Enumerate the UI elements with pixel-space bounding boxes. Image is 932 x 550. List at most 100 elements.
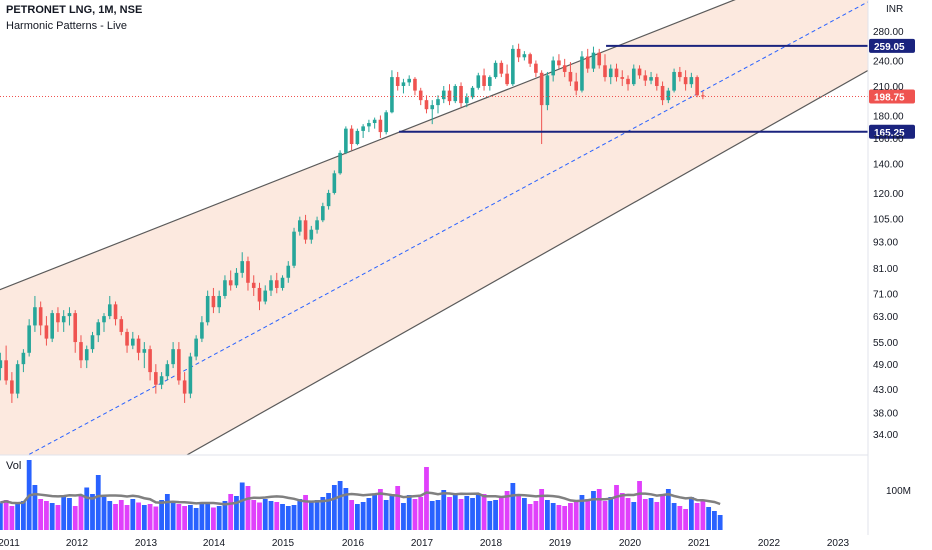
- price-channel[interactable]: [0, 0, 880, 550]
- candle-body: [171, 349, 175, 365]
- candle: [171, 342, 175, 369]
- time-tick-label: 2019: [549, 538, 572, 549]
- candle: [637, 65, 642, 79]
- candle: [683, 70, 688, 91]
- time-tick-label: 2018: [480, 538, 503, 549]
- candle: [142, 342, 147, 369]
- volume-bar: [470, 498, 475, 530]
- candle: [361, 124, 365, 138]
- candle-body: [321, 206, 325, 221]
- price-axis[interactable]: INR 280.00 240.00 210.00 180.00 160.00 140.00 1…: [873, 4, 904, 441]
- channel-upper-line[interactable]: [0, 0, 880, 297]
- time-axis[interactable]: 2011 2012 2013 2014 2015 2016 2017 2018 2019 2020…: [0, 538, 850, 549]
- candle-body: [701, 95, 705, 97]
- price-tick-label: 240.00: [873, 56, 904, 67]
- volume-bar: [314, 500, 320, 530]
- candle: [61, 310, 66, 332]
- candle-body: [205, 295, 210, 323]
- candle: [240, 252, 245, 278]
- price-tick-label: 210.00: [873, 82, 904, 93]
- volume-bar: [153, 506, 159, 530]
- candle: [643, 70, 648, 86]
- volume-bar: [251, 500, 257, 530]
- candle: [390, 70, 394, 114]
- candle-body: [418, 90, 423, 101]
- volume-bar: [539, 489, 545, 530]
- volume-bar: [591, 491, 596, 530]
- indicator-label: Harmonic Patterns - Live: [6, 20, 128, 32]
- candle: [436, 95, 440, 114]
- candle-body: [96, 322, 101, 336]
- price-tick-label: 280.00: [873, 27, 904, 38]
- volume-bar: [72, 506, 78, 530]
- channel-lower-line[interactable]: [0, 64, 880, 550]
- volume-bar: [118, 500, 124, 530]
- candle-body: [608, 68, 613, 78]
- candle-body: [38, 307, 43, 326]
- candle-body: [505, 73, 509, 85]
- candle-body: [568, 71, 573, 82]
- price-tick-label: 63.00: [873, 312, 898, 323]
- candle-body: [344, 128, 348, 153]
- candle: [562, 58, 567, 78]
- candle: [441, 85, 446, 104]
- volume-bar: [545, 500, 550, 530]
- channel-median-line[interactable]: [0, 0, 880, 481]
- candle-body: [407, 78, 412, 83]
- candle-body: [672, 71, 676, 91]
- candle-body: [441, 90, 446, 100]
- candle-body: [61, 316, 66, 323]
- candle-body: [372, 119, 377, 124]
- candle: [15, 360, 20, 399]
- time-tick-label: 2011: [0, 538, 20, 549]
- candle-body: [67, 313, 72, 317]
- candle-body: [390, 77, 394, 113]
- volume-bar: [268, 501, 274, 530]
- candle: [476, 72, 481, 90]
- support-resistance-levels[interactable]: 259.05 165.25 198.75: [0, 38, 915, 139]
- volume-bar: [585, 499, 591, 530]
- candle: [355, 128, 360, 146]
- candle: [695, 75, 699, 98]
- candle-body: [430, 105, 435, 110]
- candle-body: [637, 68, 642, 76]
- candle: [154, 364, 158, 394]
- candle: [223, 275, 227, 299]
- level-price-label: 259.05: [874, 42, 905, 53]
- candle-body: [113, 304, 118, 320]
- price-tick-label: 55.00: [873, 338, 898, 349]
- volume-bar: [573, 501, 579, 530]
- volume-bar: [378, 489, 383, 530]
- volume-bar: [182, 506, 188, 530]
- volume-bar: [401, 503, 406, 530]
- volume-bar: [78, 495, 84, 530]
- candle-body: [574, 81, 578, 91]
- candle: [286, 261, 291, 283]
- volume-bar: [389, 494, 395, 530]
- candle: [338, 150, 342, 175]
- candle-body: [355, 130, 360, 145]
- candle-body: [482, 75, 486, 86]
- candle-body: [436, 99, 440, 106]
- candle-body: [459, 85, 463, 104]
- candle-body: [534, 63, 538, 73]
- candle-body: [597, 52, 602, 66]
- volume-bar: [107, 501, 113, 530]
- volume-bar: [706, 507, 712, 530]
- candle-body: [21, 352, 26, 365]
- candle-body: [678, 71, 682, 78]
- candle: [614, 63, 619, 82]
- price-tick-label: 93.00: [873, 238, 898, 249]
- candle: [297, 216, 302, 236]
- volume-bar: [3, 500, 9, 530]
- candle: [580, 51, 584, 93]
- candle: [344, 126, 348, 155]
- volume-bar: [481, 494, 487, 530]
- candle: [113, 301, 118, 326]
- volume-bar: [383, 500, 389, 530]
- time-tick-label: 2012: [66, 538, 89, 549]
- volume-bar: [671, 503, 677, 530]
- time-tick-label: 2022: [758, 538, 781, 549]
- candle-body: [0, 360, 3, 369]
